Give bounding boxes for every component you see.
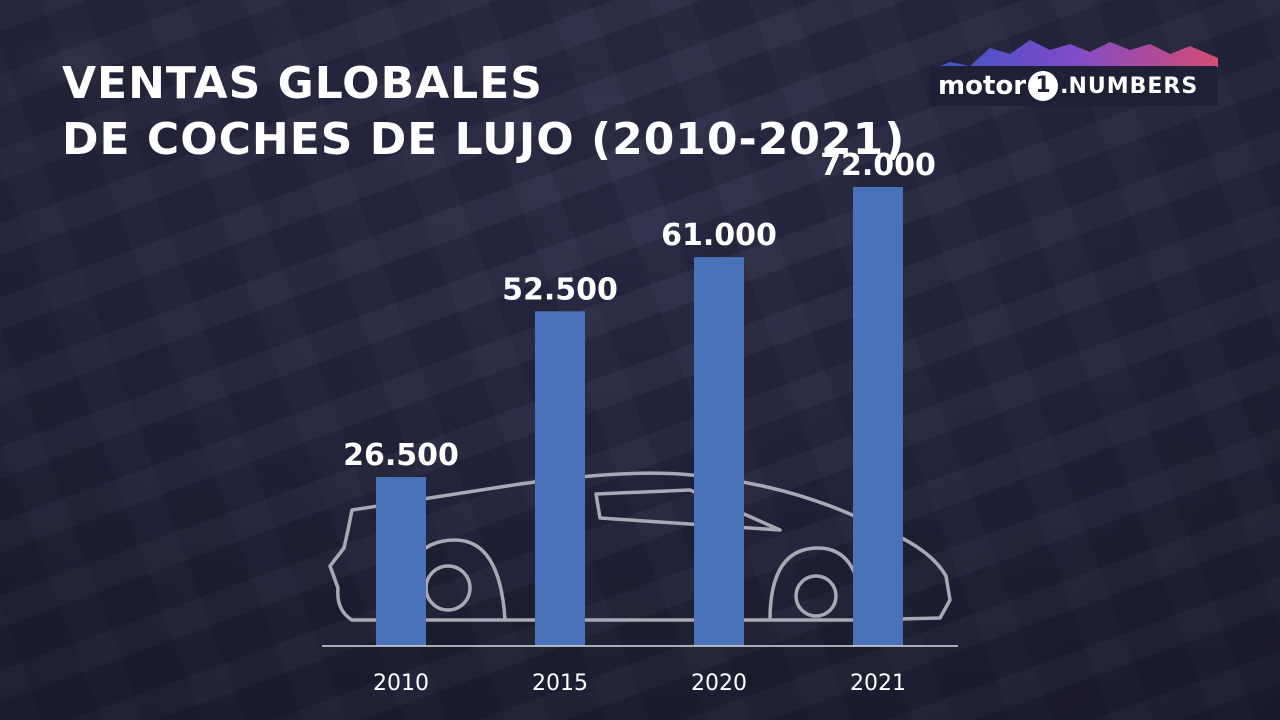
title-line-1: VENTAS GLOBALES (62, 58, 543, 109)
logo-numbers-text: NUMBERS (1068, 73, 1199, 99)
page-title: VENTAS GLOBALES DE COCHES DE LUJO (2010-… (62, 56, 905, 168)
x-tick-label-2021: 2021 (850, 671, 906, 696)
motor1-numbers-logo: motor 1 . NUMBERS (930, 36, 1218, 112)
data-label-2021: 72.000 (820, 148, 936, 183)
logo-wordmark: motor 1 . NUMBERS (930, 66, 1218, 106)
data-label-2020: 61.000 (661, 218, 777, 253)
title-line-2: DE COCHES DE LUJO (2010-2021) (62, 114, 906, 165)
logo-motor-text: motor (938, 71, 1027, 101)
bar-2015 (535, 311, 585, 646)
bar-2010 (376, 477, 426, 646)
x-tick-label-2015: 2015 (532, 671, 588, 696)
bars-layer: 26.500 2010 52.500 2015 61.000 2020 72.000 2021 (343, 148, 936, 696)
logo-one-badge: 1 (1028, 71, 1059, 101)
x-tick-label-2020: 2020 (691, 671, 747, 696)
bar-2021 (853, 187, 903, 646)
bar-2020 (694, 257, 744, 646)
data-label-2015: 52.500 (502, 272, 618, 307)
x-tick-label-2010: 2010 (373, 671, 429, 696)
data-label-2010: 26.500 (343, 438, 459, 473)
logo-dot: . (1060, 73, 1069, 99)
